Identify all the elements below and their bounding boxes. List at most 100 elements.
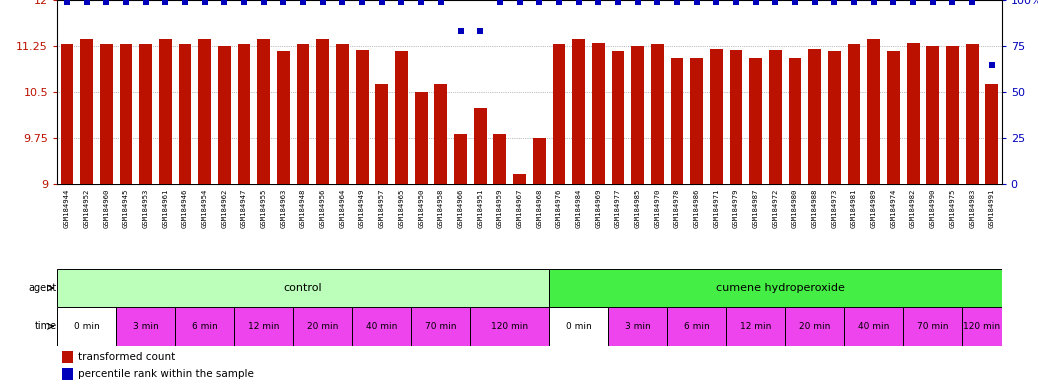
Text: GSM184974: GSM184974 (891, 189, 897, 228)
Text: GSM184965: GSM184965 (399, 189, 405, 228)
Point (629, 0, 646, 5)
Bar (730, 50, 742, 184)
Point (925, 0, 941, 5)
Bar (844, 307, 903, 346)
Text: agent: agent (29, 283, 57, 293)
Text: GSM184955: GSM184955 (261, 189, 267, 228)
Text: GSM184957: GSM184957 (379, 189, 385, 228)
Bar (179, 44, 191, 184)
Point (964, 0, 981, 5)
Text: 120 min: 120 min (491, 322, 528, 331)
Point (747, 0, 764, 5)
Point (275, 0, 292, 5)
Text: control: control (283, 283, 323, 293)
Point (196, 0, 213, 5)
Point (236, 0, 252, 5)
Bar (139, 44, 152, 184)
Bar (411, 307, 470, 346)
Point (728, 0, 744, 5)
Text: GSM184956: GSM184956 (320, 189, 326, 228)
Bar (293, 307, 352, 346)
Text: GSM184945: GSM184945 (122, 189, 129, 228)
Text: GSM184944: GSM184944 (64, 189, 70, 228)
Point (905, 0, 922, 5)
Point (492, 0, 509, 5)
Text: GSM184987: GSM184987 (753, 189, 759, 228)
Point (374, 0, 390, 5)
Text: GSM184950: GSM184950 (418, 189, 425, 228)
Text: GSM184986: GSM184986 (693, 189, 700, 228)
Bar (608, 307, 667, 346)
Text: 6 min: 6 min (684, 322, 710, 331)
Bar (946, 46, 959, 184)
Point (58, 0, 75, 5)
Bar (868, 39, 880, 184)
Text: 3 min: 3 min (133, 322, 159, 331)
Bar (549, 307, 608, 346)
Text: GSM184958: GSM184958 (438, 189, 444, 228)
Point (393, 0, 410, 5)
Bar (493, 134, 507, 184)
Bar (749, 58, 762, 184)
Bar (710, 49, 722, 184)
Text: 3 min: 3 min (625, 322, 651, 331)
Text: 0 min: 0 min (74, 322, 100, 331)
Text: GSM184964: GSM184964 (339, 189, 346, 228)
Point (649, 0, 665, 5)
Point (157, 0, 173, 5)
Bar (336, 44, 349, 184)
Bar (100, 44, 113, 184)
Bar (119, 44, 133, 184)
Point (708, 0, 725, 5)
Text: GSM184975: GSM184975 (950, 189, 955, 228)
Point (787, 0, 803, 5)
Text: GSM184951: GSM184951 (477, 189, 483, 228)
Point (137, 0, 154, 5)
Point (315, 0, 331, 5)
Bar (552, 44, 566, 184)
Bar (395, 51, 408, 184)
Point (846, 0, 863, 5)
Point (984, 61, 1001, 68)
Point (453, 28, 469, 35)
Text: 0 min: 0 min (566, 322, 592, 331)
Text: 20 min: 20 min (799, 322, 830, 331)
Point (433, 0, 449, 5)
Bar (218, 46, 230, 184)
Text: GSM184969: GSM184969 (595, 189, 601, 228)
Bar (80, 39, 93, 184)
Point (570, 0, 586, 5)
Bar (962, 307, 1002, 346)
Text: GSM184977: GSM184977 (614, 189, 621, 228)
Bar (62, 351, 73, 363)
Point (885, 0, 902, 5)
Point (295, 0, 311, 5)
Text: 40 min: 40 min (366, 322, 398, 331)
Bar (549, 269, 1011, 307)
Bar (611, 51, 624, 184)
Point (472, 28, 489, 35)
Text: GSM184968: GSM184968 (537, 189, 542, 228)
Bar (57, 307, 116, 346)
Point (255, 0, 272, 5)
Text: GSM184971: GSM184971 (713, 189, 719, 228)
Text: 12 min: 12 min (740, 322, 771, 331)
Point (767, 0, 784, 5)
Text: transformed count: transformed count (78, 352, 175, 362)
Text: GSM184949: GSM184949 (359, 189, 365, 228)
Text: 20 min: 20 min (307, 322, 338, 331)
Bar (848, 44, 861, 184)
Text: GSM184959: GSM184959 (497, 189, 502, 228)
Bar (159, 39, 171, 184)
Text: 6 min: 6 min (192, 322, 218, 331)
Text: GSM184963: GSM184963 (280, 189, 286, 228)
Text: GSM184960: GSM184960 (104, 189, 109, 228)
Bar (60, 44, 74, 184)
Bar (667, 307, 727, 346)
Point (668, 0, 685, 5)
Bar (828, 51, 841, 184)
Text: GSM184973: GSM184973 (831, 189, 838, 228)
Bar (62, 368, 73, 380)
Point (826, 0, 843, 5)
Bar (415, 92, 428, 184)
